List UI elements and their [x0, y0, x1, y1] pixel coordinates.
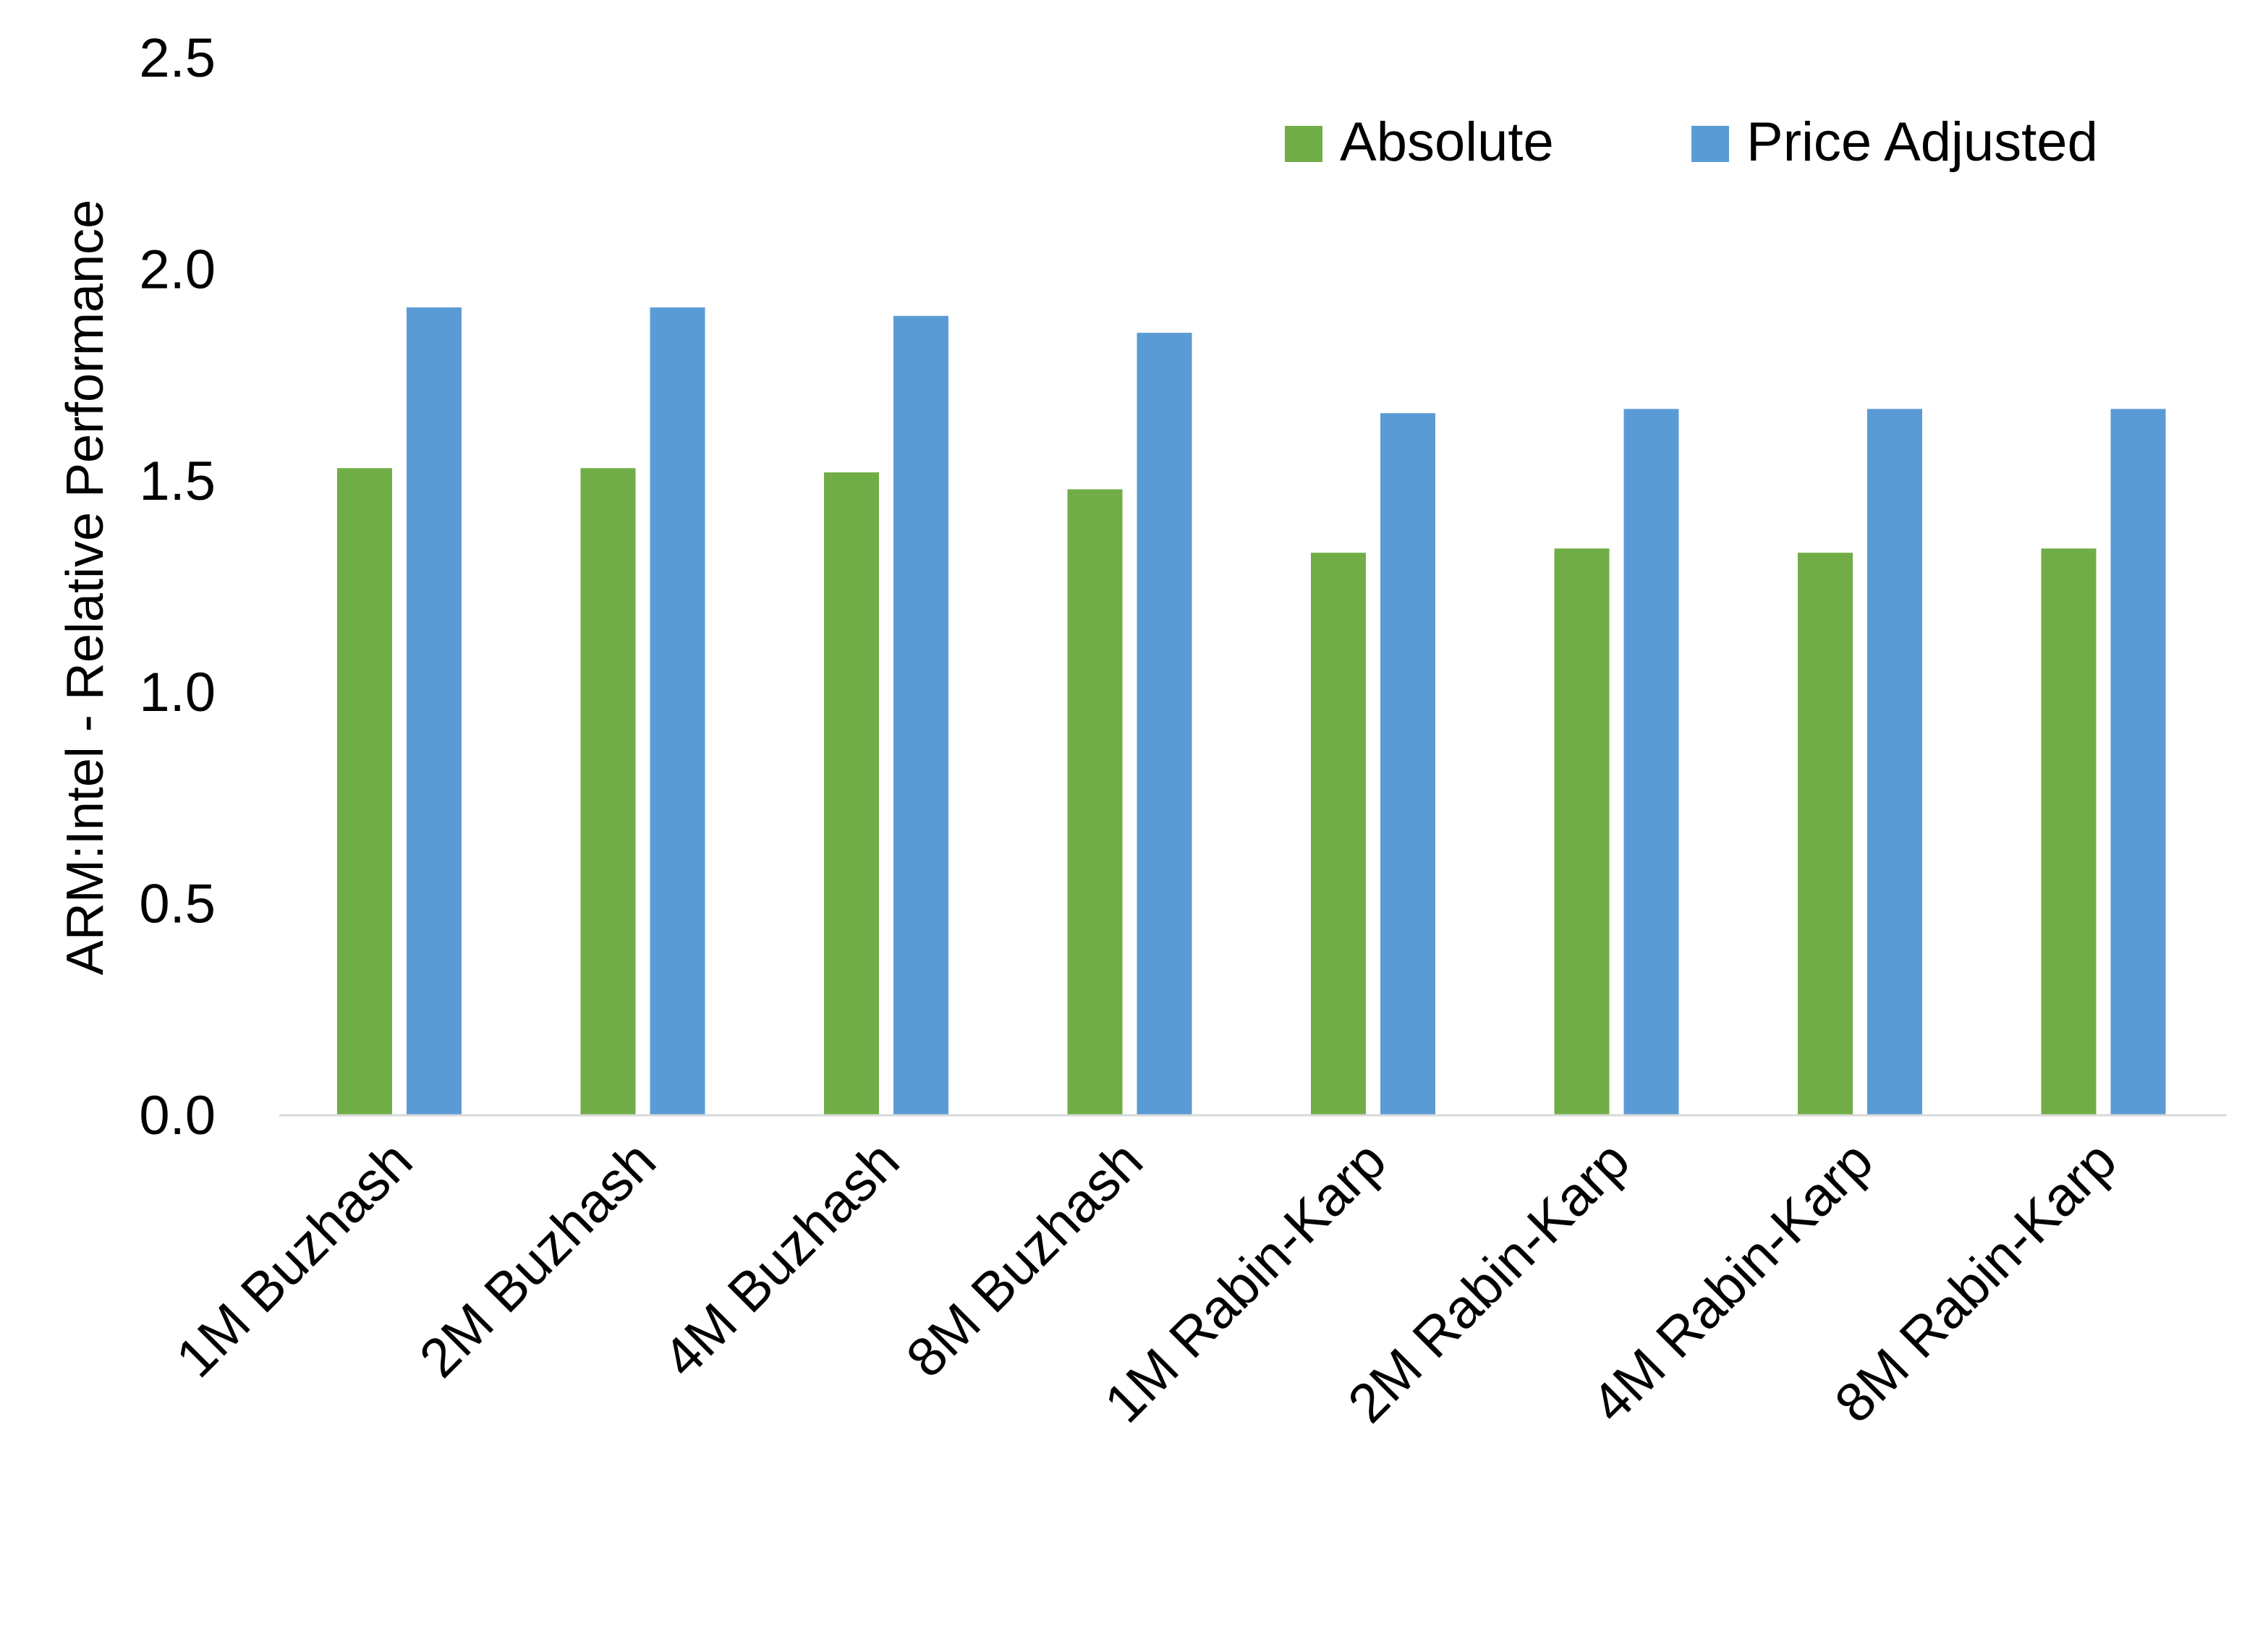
- x-tick-label: 2M Buzhash: [408, 1130, 668, 1389]
- y-tick-label: 0.5: [139, 874, 216, 935]
- bar-absolute-1m-rabin-karp: [1311, 553, 1366, 1115]
- y-tick-label: 2.0: [139, 239, 216, 300]
- legend-label-absolute: Absolute: [1340, 111, 1554, 173]
- y-tick-labels: 0.0 0.5 1.0 1.5 2.0 2.5: [139, 27, 216, 1146]
- bar-price-adjusted-8m-rabin-karp: [2110, 409, 2166, 1115]
- bar-price-adjusted-1m-buzhash: [407, 307, 462, 1116]
- bar-absolute-8m-rabin-karp: [2041, 548, 2097, 1115]
- x-tick-label: 8M Buzhash: [895, 1130, 1155, 1389]
- legend-swatch-absolute: [1285, 126, 1322, 162]
- bar-price-adjusted-4m-buzhash: [893, 315, 948, 1115]
- bar-price-adjusted-2m-rabin-karp: [1623, 409, 1679, 1115]
- bar-absolute-1m-buzhash: [337, 468, 392, 1115]
- x-tick-label: 1M Buzhash: [164, 1130, 424, 1389]
- bar-price-adjusted-2m-buzhash: [650, 307, 705, 1116]
- y-tick-label: 0.0: [139, 1085, 216, 1146]
- x-tick-label: 4M Buzhash: [651, 1130, 911, 1389]
- legend: Absolute Price Adjusted: [1285, 111, 2098, 173]
- bar-absolute-4m-rabin-karp: [1798, 553, 1853, 1115]
- legend-label-price-adjusted: Price Adjusted: [1746, 111, 2098, 173]
- bar-price-adjusted-8m-buzhash: [1137, 333, 1192, 1115]
- bar-absolute-8m-buzhash: [1067, 489, 1123, 1115]
- bar-price-adjusted-1m-rabin-karp: [1380, 413, 1435, 1115]
- y-tick-label: 1.5: [139, 451, 216, 512]
- bar-price-adjusted-4m-rabin-karp: [1867, 409, 1922, 1115]
- bar-absolute-4m-buzhash: [824, 472, 879, 1115]
- y-axis-label: ARM:Intel - Relative Performance: [56, 200, 114, 975]
- y-tick-label: 1.0: [139, 662, 216, 723]
- bar-absolute-2m-rabin-karp: [1554, 548, 1610, 1115]
- y-tick-label: 2.5: [139, 27, 216, 89]
- bar-absolute-2m-buzhash: [580, 468, 636, 1115]
- legend-swatch-price-adjusted: [1691, 126, 1729, 162]
- bars-layer: [337, 307, 2166, 1116]
